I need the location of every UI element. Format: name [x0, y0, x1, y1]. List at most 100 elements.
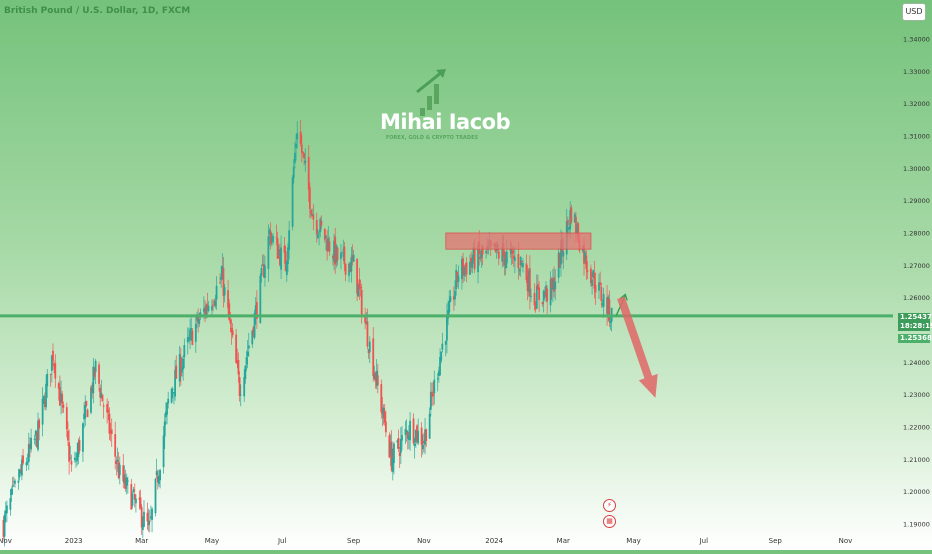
candle-body — [116, 459, 119, 462]
candle-body — [215, 285, 218, 300]
candle-body — [288, 230, 291, 250]
candle-body — [383, 411, 386, 423]
x-tick-label: Nov — [417, 537, 431, 545]
candle-body — [575, 216, 577, 234]
candle-body — [538, 287, 540, 301]
symbol-title: British Pound / U.S. Dollar, 1D, FXCM — [4, 6, 191, 16]
candle-body — [133, 493, 136, 500]
candle-body — [481, 245, 484, 255]
candle-body — [183, 345, 186, 358]
candle-body — [401, 434, 403, 441]
logo-layer — [416, 69, 446, 116]
candle-body — [212, 304, 215, 306]
candle-body — [570, 207, 573, 222]
candle-body — [94, 360, 97, 373]
candle-body — [404, 429, 407, 435]
x-tick-label: Mar — [557, 537, 570, 545]
x-tick-label: May — [626, 537, 640, 545]
candle-body — [166, 402, 168, 415]
candle-body — [206, 304, 209, 310]
candle-body — [214, 300, 217, 306]
candle-body — [599, 282, 602, 286]
candle-body — [11, 485, 14, 487]
candle-body — [45, 383, 47, 408]
candle-body — [554, 281, 557, 290]
candle-body — [350, 257, 353, 272]
candle-body — [545, 285, 547, 298]
candle-body — [505, 251, 508, 264]
candle-body — [156, 475, 159, 483]
y-tick-label: 1.24000 — [903, 359, 930, 367]
candle-body — [235, 334, 238, 363]
candle-body — [3, 514, 6, 537]
candle-body — [76, 452, 79, 461]
candle-body — [396, 440, 399, 443]
candle-body — [25, 462, 28, 466]
candle-body — [528, 268, 531, 297]
logo-arrow-icon — [416, 70, 443, 94]
candle-body — [464, 264, 467, 267]
candle-body — [501, 247, 504, 262]
candle-body — [356, 258, 358, 294]
candle-body — [204, 307, 206, 315]
candle-body — [238, 377, 241, 397]
candle-body — [586, 270, 589, 272]
y-tick-label: 1.21000 — [903, 456, 930, 464]
candle-body — [546, 288, 549, 302]
candle-body — [2, 519, 5, 537]
candle-body — [461, 259, 463, 280]
x-tick-label: 2024 — [485, 537, 503, 545]
candle-body — [230, 327, 233, 333]
watermark-brand-name: Mihai Iacob — [380, 110, 511, 134]
logo-bar — [434, 84, 439, 104]
candle-body — [437, 370, 440, 376]
candle-body — [98, 364, 100, 384]
candle-body — [469, 261, 471, 275]
candle-body — [85, 401, 88, 406]
candle-body — [497, 251, 500, 259]
candle-body — [69, 457, 72, 459]
candle-body — [202, 308, 205, 312]
candle-body — [454, 290, 456, 300]
candle-body — [53, 363, 56, 366]
candle-body — [412, 418, 415, 444]
candle-body — [315, 220, 318, 235]
x-tick-label: Jul — [277, 537, 287, 545]
logo-arrow-head — [436, 69, 446, 78]
candle-body — [423, 440, 425, 444]
candle-body — [65, 407, 68, 430]
lightning-icon[interactable]: ⚡ — [603, 499, 616, 512]
candle-body — [220, 277, 223, 281]
candle-body — [132, 489, 135, 492]
candle-body — [197, 315, 200, 323]
candle-body — [167, 398, 170, 404]
candle-body — [312, 214, 315, 220]
candle-body — [35, 432, 38, 448]
candle-body — [260, 268, 263, 276]
candle-body — [333, 240, 335, 262]
candle-body — [343, 246, 346, 265]
candle-body — [42, 395, 45, 401]
currency-button[interactable]: USD — [902, 3, 926, 21]
candle-body — [46, 373, 49, 387]
candle-body — [349, 263, 352, 273]
candle-body — [514, 257, 516, 261]
candle-body — [535, 285, 538, 309]
candle-body — [275, 237, 278, 239]
us-flag-icon[interactable]: ▦ — [603, 515, 616, 528]
candle-body — [328, 241, 331, 252]
candle-body — [310, 209, 312, 215]
candle-body — [409, 420, 411, 441]
candle-body — [284, 251, 287, 272]
candle-body — [420, 427, 423, 445]
candle-body — [429, 392, 432, 410]
candle-body — [511, 250, 514, 254]
candle-body — [342, 249, 345, 251]
candle-body — [237, 359, 240, 375]
candle-body — [436, 378, 439, 380]
candle-body — [479, 256, 482, 260]
candle-body — [380, 384, 383, 413]
candle-body — [75, 460, 77, 462]
candle-body — [520, 261, 523, 263]
